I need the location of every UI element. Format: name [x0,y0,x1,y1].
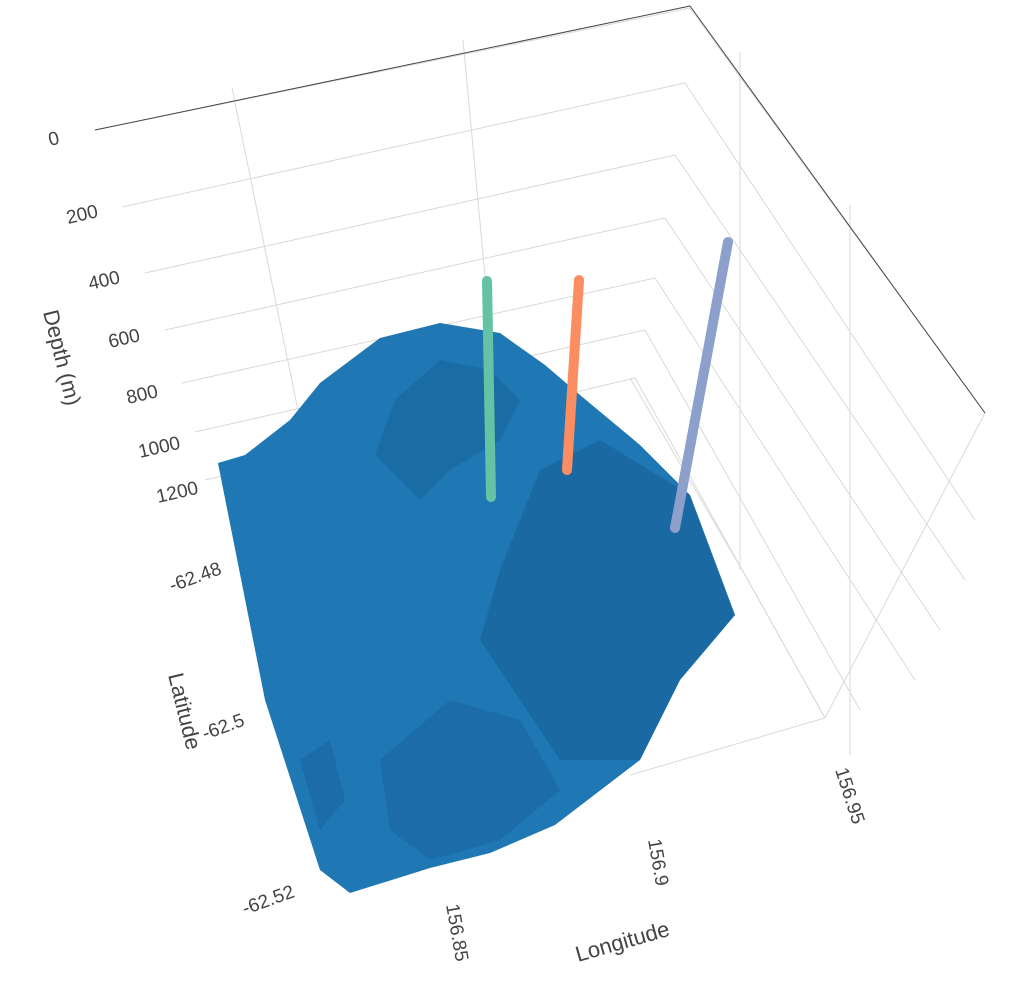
z-tick-label: 200 [64,201,100,229]
y-tick-label: -62.52 [240,882,298,920]
y-axis-title: Latitude [163,670,206,752]
axis-edges [94,5,986,414]
x-tick-label: 156.9 [643,837,672,887]
x-tick-label: 156.85 [441,902,472,963]
z-tick-label: 800 [124,381,160,409]
z-tick-label: 1000 [136,433,182,463]
bathymetry-surface [218,323,735,893]
z-tick-label: 400 [86,267,122,295]
y-gridlines [629,7,986,776]
line-trace-2 [562,275,584,475]
y-tick-label: -62.48 [167,559,225,597]
x-axis-title: Longitude [572,916,672,967]
x-tick-label: 156.95 [830,765,868,827]
z-tick-label: 600 [106,325,142,353]
y-tick-label: -62.5 [200,710,248,745]
z-tick-label: 0 [46,128,61,151]
z-axis: 0 200 400 600 800 1000 1200 Depth (m) [38,128,200,508]
line-trace-3 [670,237,733,533]
line-traces [482,237,733,533]
surface-shading [300,360,735,860]
z-tick-label: 1200 [154,478,200,508]
z-axis-title: Depth (m) [38,307,86,408]
line-trace-1 [482,276,496,502]
